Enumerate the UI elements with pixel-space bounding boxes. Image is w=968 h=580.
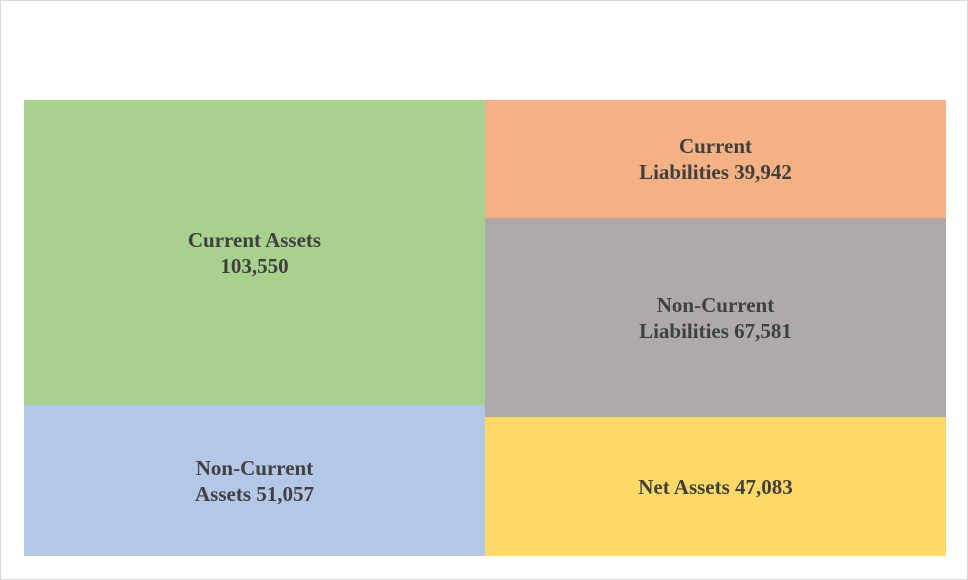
treemap-label-current-assets: Current Assets 103,550 [187,227,322,278]
treemap-label-net-assets: Net Assets 47,083 [638,474,793,499]
treemap-plot-area: Current Assets 103,550 Non-Current Assets… [24,100,946,556]
treemap-cell-current-liabilities: Current Liabilities 39,942 [485,100,946,218]
treemap-label-non-current-liabilities: Non-Current Liabilities 67,581 [639,292,792,343]
treemap-label-non-current-assets: Non-Current Assets 51,057 [195,455,314,506]
treemap-label-current-liabilities: Current Liabilities 39,942 [639,134,792,184]
treemap-cell-net-assets: Net Assets 47,083 [485,417,946,556]
treemap-cell-non-current-liabilities: Non-Current Liabilities 67,581 [485,218,946,417]
treemap-cell-current-assets: Current Assets 103,550 [24,100,485,405]
treemap-cell-non-current-assets: Non-Current Assets 51,057 [24,405,485,556]
